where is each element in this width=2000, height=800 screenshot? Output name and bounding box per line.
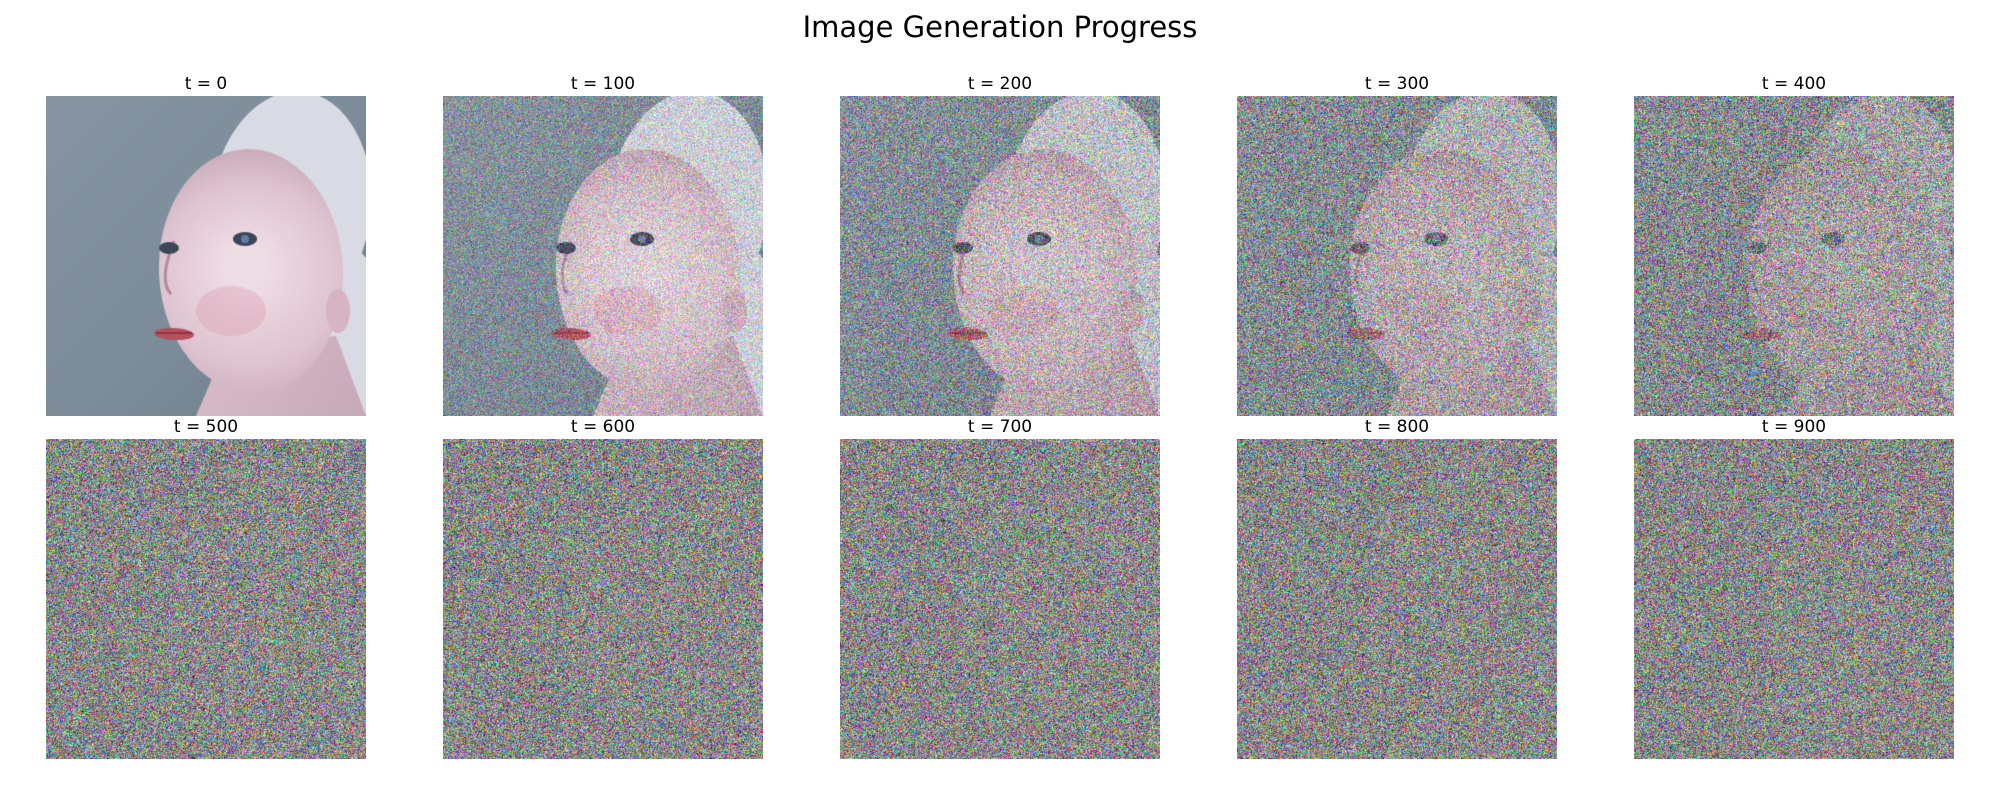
panel-image xyxy=(840,96,1160,416)
panel-title: t = 200 xyxy=(967,74,1033,94)
panel-title: t = 400 xyxy=(1761,74,1827,94)
panel-title: t = 100 xyxy=(570,74,636,94)
panel-image xyxy=(1634,439,1954,759)
panel-image xyxy=(1237,439,1557,759)
panel-t500: t = 500 xyxy=(46,417,366,759)
panel-t600: t = 600 xyxy=(443,417,763,759)
panel-t400: t = 400 xyxy=(1634,74,1954,416)
panel-t300: t = 300 xyxy=(1237,74,1557,416)
panel-title: t = 900 xyxy=(1761,417,1827,437)
panel-image xyxy=(443,439,763,759)
panel-t900: t = 900 xyxy=(1634,417,1954,759)
panel-t200: t = 200 xyxy=(840,74,1160,416)
panel-image xyxy=(1634,96,1954,416)
panel-t800: t = 800 xyxy=(1237,417,1557,759)
figure-title: Image Generation Progress xyxy=(802,10,1198,44)
panel-title: t = 0 xyxy=(184,74,228,94)
panel-t100: t = 100 xyxy=(443,74,763,416)
panel-title: t = 300 xyxy=(1364,74,1430,94)
panel-title: t = 700 xyxy=(967,417,1033,437)
panel-title: t = 800 xyxy=(1364,417,1430,437)
panel-image xyxy=(443,96,763,416)
panel-image xyxy=(840,439,1160,759)
panel-image xyxy=(46,96,366,416)
panel-image xyxy=(1237,96,1557,416)
panel-t0: t = 0 xyxy=(46,74,366,416)
panel-image xyxy=(46,439,366,759)
panel-title: t = 600 xyxy=(570,417,636,437)
panel-t700: t = 700 xyxy=(840,417,1160,759)
panel-title: t = 500 xyxy=(173,417,239,437)
